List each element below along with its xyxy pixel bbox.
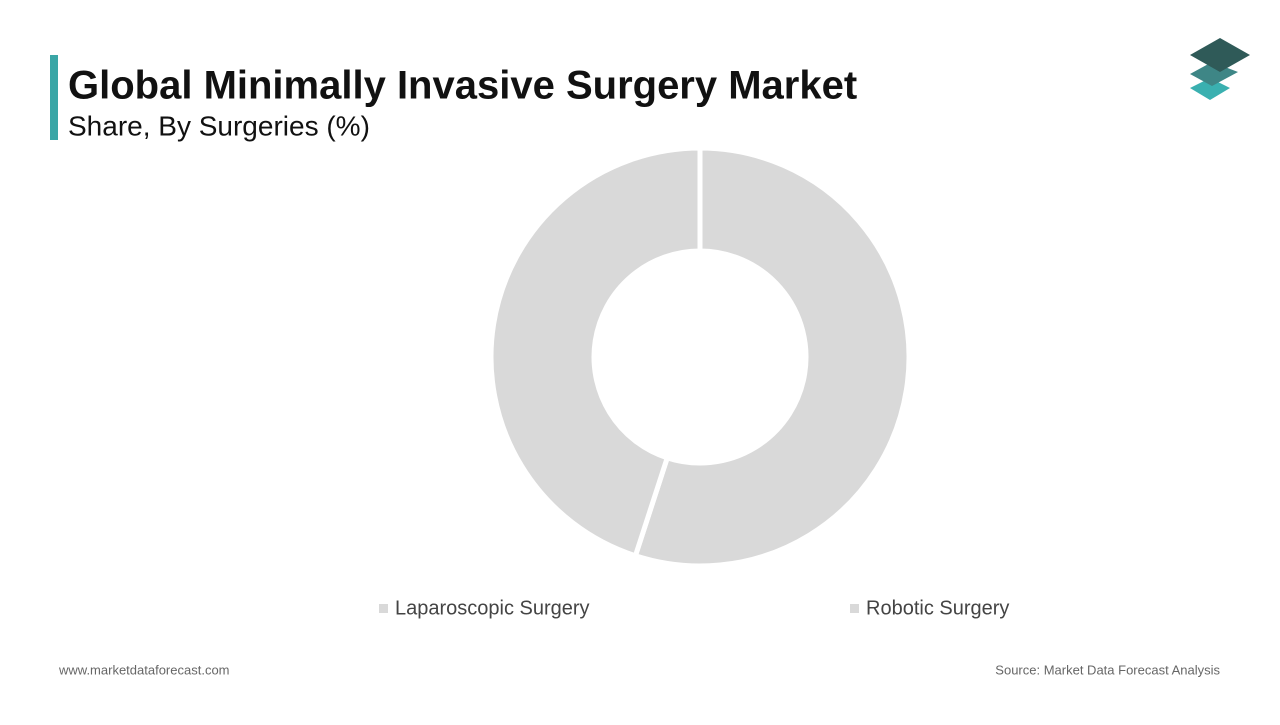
website: www.marketdataforecast.com (58, 662, 230, 677)
legend-label: Robotic Surgery (866, 597, 1009, 619)
legend-swatch (850, 604, 859, 613)
source: Source: Market Data Forecast Analysis (995, 662, 1220, 677)
chart-title: Global Minimally Invasive Surgery Market (68, 64, 857, 108)
title-accent (50, 55, 58, 140)
chart-subtitle: Share, By Surgeries (%) (68, 110, 370, 141)
legend-label: Laparoscopic Surgery (395, 597, 590, 619)
donut-slice (632, 145, 912, 569)
logo (1190, 38, 1250, 100)
donut-slice (488, 145, 703, 559)
legend-swatch (379, 604, 388, 613)
